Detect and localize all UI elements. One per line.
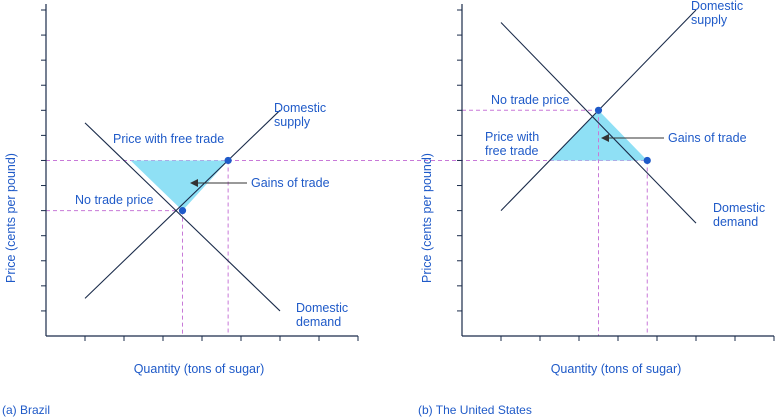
label-no-trade-price-us: No trade price — [491, 93, 570, 107]
label-price-with-free-trade-us-line2: free trade — [485, 144, 539, 158]
panel-brazil: Price (cents per pound) Quantity (tons o… — [2, 4, 359, 417]
no-trade-point-us — [594, 106, 603, 114]
label-domestic-supply-us-line2: supply — [691, 13, 728, 27]
label-domestic-demand-us-line2: demand — [713, 215, 758, 229]
domestic-demand-line-brazil — [84, 122, 281, 312]
ylabel-brazil: Price (cents per pound) — [4, 153, 18, 283]
label-domestic-demand-us-line1: Domestic — [713, 201, 765, 215]
caption-us: (b) The United States — [418, 403, 532, 417]
label-gains-of-trade-us: Gains of trade — [668, 131, 747, 145]
panel-united-states: Price (cents per pound) Quantity (tons o… — [418, 0, 775, 417]
gains-of-trade-area-brazil — [130, 160, 229, 211]
label-domestic-supply-us-line1: Domestic — [691, 0, 743, 13]
label-gains-of-trade-brazil: Gains of trade — [251, 176, 330, 190]
label-domestic-supply-brazil-line1: Domestic — [274, 101, 326, 115]
free-trade-point-us — [643, 156, 651, 165]
label-domestic-supply-brazil-line2: supply — [274, 115, 311, 129]
domestic-supply-line-brazil — [84, 109, 281, 299]
label-price-with-free-trade-brazil: Price with free trade — [113, 132, 224, 146]
xlabel-brazil: Quantity (tons of sugar) — [134, 362, 265, 376]
no-trade-point-brazil — [178, 207, 187, 215]
free-trade-point-brazil — [224, 156, 232, 165]
label-price-with-free-trade-us-line1: Price with — [485, 130, 539, 144]
label-domestic-demand-brazil-line2: demand — [296, 315, 341, 329]
caption-brazil: (a) Brazil — [2, 403, 50, 417]
ylabel-us: Price (cents per pound) — [420, 153, 434, 283]
domestic-demand-line-us — [500, 22, 697, 224]
label-no-trade-price-brazil: No trade price — [75, 193, 154, 207]
xlabel-us: Quantity (tons of sugar) — [551, 362, 682, 376]
label-domestic-demand-brazil-line1: Domestic — [296, 301, 348, 315]
